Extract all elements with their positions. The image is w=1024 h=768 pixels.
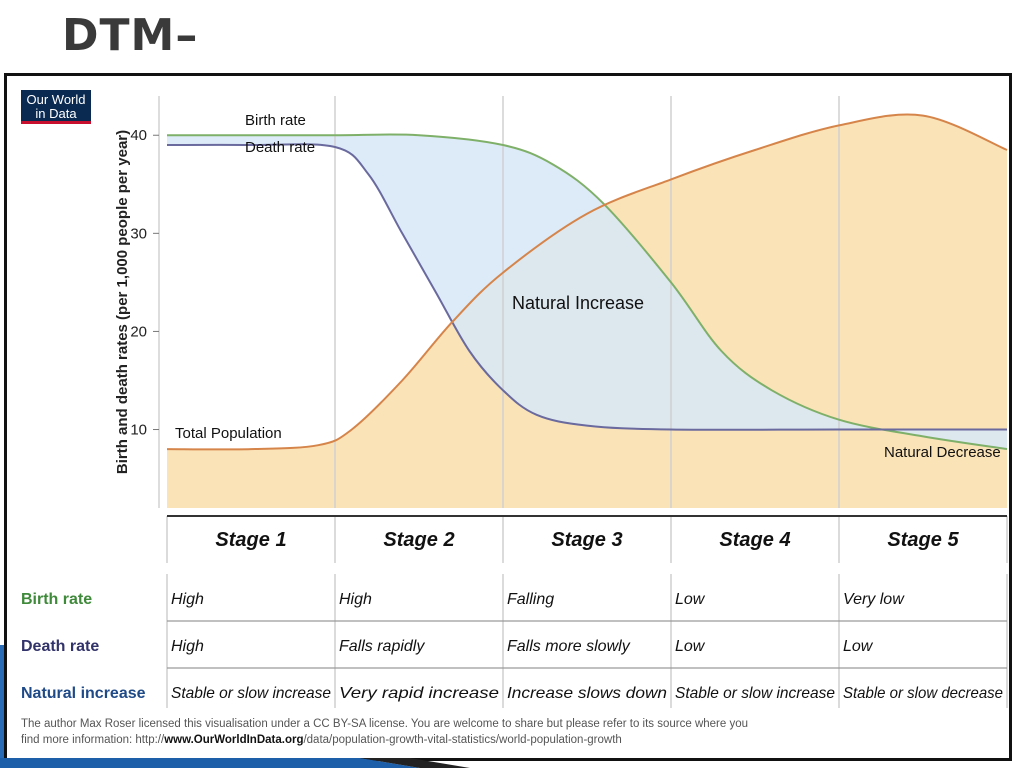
license-credit: The author Max Roser licensed this visua… [21, 716, 921, 748]
table-row-label: Birth rate [21, 591, 92, 608]
y-axis-label: Birth and death rates (per 1,000 people … [114, 130, 131, 474]
table-cell: Low [843, 638, 874, 655]
natural-increase-area [167, 134, 1007, 450]
table-cell: Very low [843, 591, 905, 608]
table-cell: Stable or slow increase [171, 685, 331, 702]
y-tick-label: 40 [130, 127, 147, 144]
series-line-total-population [166, 113, 1008, 451]
table-cell: Stable or slow decrease [843, 685, 1003, 702]
table-row-label: Natural increase [21, 685, 146, 702]
credit-prefix: find more information: http:// [21, 734, 165, 746]
credit-suffix: /data/population-growth-vital-statistics… [303, 734, 622, 746]
stage-header: Stage 1 [215, 529, 286, 551]
decorative-ribbon [0, 758, 470, 768]
table-cell: Falling [507, 591, 554, 608]
y-tick-label: 10 [130, 422, 147, 439]
credit-line-2: find more information: http://www.OurWor… [21, 732, 921, 748]
table-cell: High [339, 591, 372, 608]
table-cell: High [171, 638, 204, 655]
logo-line-1: Our World [26, 92, 86, 107]
our-world-in-data-logo: Our World in Data [21, 90, 91, 124]
death-rate-label: Death rate [245, 139, 315, 156]
natural-increase-label: Natural Increase [512, 293, 644, 313]
stage-header: Stage 5 [887, 529, 959, 551]
slide-title: DTM– [62, 10, 199, 61]
credit-link[interactable]: www.OurWorldInData.org [164, 734, 304, 746]
total-population-label: Total Population [175, 425, 282, 442]
table-cell: Falls rapidly [339, 638, 425, 655]
table-cell: Very rapid increase [339, 685, 499, 702]
series-line-birth-rate [166, 133, 1008, 451]
table-cell: Stable or slow increase [675, 685, 835, 702]
stage-header: Stage 4 [719, 529, 790, 551]
stage-header: Stage 2 [383, 529, 454, 551]
decorative-side-bar [0, 645, 4, 768]
table-row-label: Death rate [21, 638, 99, 655]
stage-header: Stage 3 [551, 529, 622, 551]
y-tick-label: 30 [130, 225, 147, 242]
dtm-figure: Our World in Data 10 20 30 40 Birth and deat… [4, 73, 1012, 761]
table-cell: Low [675, 591, 706, 608]
logo-line-2: in Data [35, 106, 77, 121]
birth-rate-label: Birth rate [245, 112, 306, 129]
y-tick-label: 20 [130, 323, 147, 340]
credit-line-1: The author Max Roser licensed this visua… [21, 718, 749, 730]
natural-decrease-label: Natural Decrease [884, 444, 1001, 461]
table-cell: Falls more slowly [507, 638, 631, 655]
series-line-death-rate [166, 143, 1007, 431]
table-cell: Low [675, 638, 706, 655]
table-cell: Increase slows down [507, 685, 667, 702]
table-cell: High [171, 591, 204, 608]
